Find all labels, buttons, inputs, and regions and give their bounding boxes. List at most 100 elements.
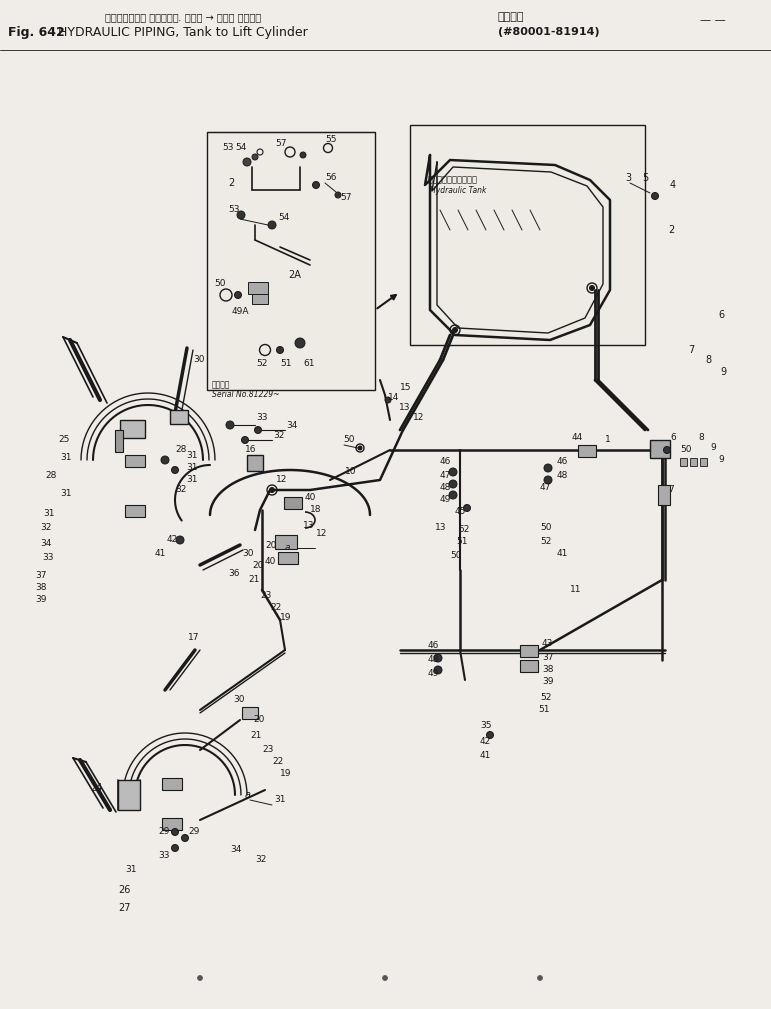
Text: 44: 44 bbox=[572, 433, 583, 442]
Circle shape bbox=[226, 421, 234, 429]
Bar bbox=[275, 535, 297, 549]
Text: 24: 24 bbox=[90, 783, 103, 793]
Text: 22: 22 bbox=[270, 602, 281, 611]
Text: 32: 32 bbox=[255, 856, 266, 865]
Text: 31: 31 bbox=[186, 475, 197, 484]
Circle shape bbox=[176, 536, 184, 544]
Text: 5: 5 bbox=[642, 173, 648, 183]
Text: 22: 22 bbox=[272, 758, 283, 767]
Text: 31: 31 bbox=[60, 488, 72, 497]
Bar bbox=[650, 440, 670, 458]
Text: 50: 50 bbox=[540, 524, 551, 533]
Text: 3: 3 bbox=[625, 173, 631, 183]
Text: 19: 19 bbox=[280, 613, 291, 623]
Text: 13: 13 bbox=[435, 523, 446, 532]
Circle shape bbox=[161, 456, 169, 464]
Text: 38: 38 bbox=[35, 583, 46, 592]
Text: 10: 10 bbox=[345, 467, 356, 476]
Bar bbox=[120, 420, 145, 438]
Text: 33: 33 bbox=[158, 851, 170, 860]
Bar bbox=[658, 485, 670, 504]
Text: 46: 46 bbox=[428, 641, 439, 650]
Text: 54: 54 bbox=[235, 143, 247, 152]
Text: 52: 52 bbox=[256, 358, 268, 367]
Text: 21: 21 bbox=[248, 575, 259, 584]
Bar bbox=[248, 282, 268, 294]
Text: 50: 50 bbox=[680, 446, 692, 454]
Text: 6: 6 bbox=[718, 310, 724, 320]
Text: 8: 8 bbox=[705, 355, 711, 365]
Text: 48: 48 bbox=[557, 470, 568, 479]
Circle shape bbox=[197, 976, 203, 981]
Text: 1: 1 bbox=[605, 436, 611, 445]
Circle shape bbox=[268, 221, 276, 229]
Text: 31: 31 bbox=[125, 866, 136, 875]
Circle shape bbox=[544, 464, 552, 472]
Text: 57: 57 bbox=[275, 138, 287, 147]
Bar bbox=[700, 458, 707, 466]
Text: 30: 30 bbox=[242, 549, 254, 558]
Circle shape bbox=[449, 468, 457, 476]
Circle shape bbox=[270, 487, 274, 492]
Bar bbox=[118, 780, 140, 810]
Circle shape bbox=[335, 192, 341, 198]
Bar bbox=[520, 645, 538, 657]
Text: 23: 23 bbox=[260, 590, 271, 599]
Text: 23: 23 bbox=[262, 746, 274, 755]
Text: 31: 31 bbox=[43, 509, 55, 518]
Text: 52: 52 bbox=[458, 526, 470, 535]
Text: 49: 49 bbox=[440, 495, 451, 504]
Text: 9: 9 bbox=[710, 444, 715, 452]
Bar bbox=[278, 552, 298, 564]
Text: 7: 7 bbox=[668, 485, 674, 494]
Text: 26: 26 bbox=[118, 885, 130, 895]
Text: 49: 49 bbox=[428, 669, 439, 677]
Text: 56: 56 bbox=[325, 174, 336, 183]
Circle shape bbox=[277, 346, 284, 353]
Text: 40: 40 bbox=[305, 492, 316, 501]
Text: 50: 50 bbox=[343, 436, 355, 445]
Text: 20: 20 bbox=[253, 715, 264, 724]
Text: 27: 27 bbox=[118, 903, 130, 913]
Text: 30: 30 bbox=[233, 695, 244, 704]
Text: 41: 41 bbox=[557, 549, 568, 558]
Text: 6: 6 bbox=[670, 433, 675, 442]
Text: 49A: 49A bbox=[232, 308, 250, 317]
Text: 61: 61 bbox=[303, 358, 315, 367]
Circle shape bbox=[463, 504, 470, 512]
Text: 2A: 2A bbox=[288, 270, 301, 281]
Text: 13: 13 bbox=[399, 404, 410, 413]
Text: 9: 9 bbox=[720, 367, 726, 377]
Text: 29: 29 bbox=[158, 827, 170, 836]
Text: 2: 2 bbox=[668, 225, 675, 235]
Circle shape bbox=[243, 158, 251, 166]
Text: 28: 28 bbox=[45, 470, 56, 479]
Text: 31: 31 bbox=[186, 450, 197, 459]
Bar bbox=[247, 455, 263, 471]
Text: 20: 20 bbox=[252, 561, 264, 569]
Text: 36: 36 bbox=[228, 568, 240, 577]
Text: HYDRAULIC PIPING, Tank to Lift Cylinder: HYDRAULIC PIPING, Tank to Lift Cylinder bbox=[58, 26, 308, 39]
Text: 42: 42 bbox=[167, 536, 178, 545]
Circle shape bbox=[544, 476, 552, 484]
Text: 21: 21 bbox=[250, 731, 261, 740]
Circle shape bbox=[385, 397, 391, 403]
Circle shape bbox=[453, 328, 457, 333]
Text: 15: 15 bbox=[400, 383, 412, 393]
Bar bbox=[115, 430, 123, 452]
Text: ハイドロリックタンク: ハイドロリックタンク bbox=[428, 175, 478, 184]
Text: 12: 12 bbox=[316, 529, 328, 538]
Text: 41: 41 bbox=[155, 549, 167, 558]
Circle shape bbox=[434, 666, 442, 674]
Circle shape bbox=[449, 491, 457, 499]
Text: 13: 13 bbox=[303, 521, 315, 530]
Circle shape bbox=[237, 211, 245, 219]
Text: 41: 41 bbox=[480, 751, 491, 760]
Circle shape bbox=[537, 976, 543, 981]
Text: 19: 19 bbox=[280, 769, 291, 778]
Text: ハイドロリック パイピング. タンク → リフト シリンダ: ハイドロリック パイピング. タンク → リフト シリンダ bbox=[105, 12, 261, 22]
Bar bbox=[207, 132, 375, 390]
Text: 48: 48 bbox=[440, 482, 451, 491]
Text: 34: 34 bbox=[286, 421, 298, 430]
Circle shape bbox=[254, 427, 261, 434]
